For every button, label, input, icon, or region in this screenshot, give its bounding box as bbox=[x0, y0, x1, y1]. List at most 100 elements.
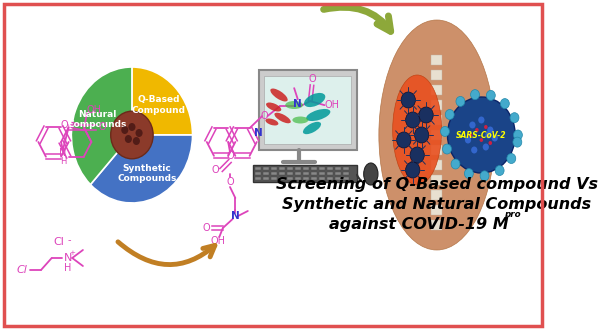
Ellipse shape bbox=[393, 75, 442, 185]
Circle shape bbox=[485, 131, 491, 139]
Bar bbox=[335, 172, 341, 175]
Bar bbox=[431, 85, 442, 95]
Circle shape bbox=[129, 123, 135, 131]
Bar bbox=[271, 167, 277, 170]
Bar bbox=[431, 160, 442, 170]
Text: Synthetic
Compounds: Synthetic Compounds bbox=[117, 164, 176, 183]
Text: OH: OH bbox=[86, 105, 102, 115]
Circle shape bbox=[410, 147, 424, 163]
Text: N: N bbox=[64, 253, 72, 263]
Ellipse shape bbox=[271, 88, 288, 102]
Bar bbox=[264, 76, 351, 144]
Circle shape bbox=[125, 135, 132, 143]
Bar bbox=[431, 100, 442, 110]
Text: O: O bbox=[226, 177, 234, 187]
Ellipse shape bbox=[304, 93, 326, 107]
Bar bbox=[431, 55, 442, 65]
Text: OH: OH bbox=[324, 100, 339, 110]
Circle shape bbox=[397, 132, 411, 148]
Ellipse shape bbox=[379, 20, 494, 250]
Circle shape bbox=[401, 92, 416, 108]
Circle shape bbox=[488, 141, 492, 145]
Ellipse shape bbox=[274, 113, 291, 123]
Bar bbox=[295, 177, 301, 180]
Bar bbox=[295, 172, 301, 175]
Ellipse shape bbox=[285, 101, 303, 109]
Circle shape bbox=[487, 126, 493, 134]
Circle shape bbox=[513, 137, 522, 147]
Circle shape bbox=[484, 125, 488, 129]
Circle shape bbox=[475, 128, 479, 132]
Circle shape bbox=[501, 99, 509, 109]
Bar bbox=[431, 175, 442, 185]
Circle shape bbox=[478, 116, 485, 123]
Circle shape bbox=[414, 127, 429, 143]
Text: Q-Based
Compound: Q-Based Compound bbox=[132, 95, 185, 115]
Circle shape bbox=[419, 107, 433, 123]
Circle shape bbox=[471, 147, 477, 153]
Text: N: N bbox=[231, 211, 240, 221]
Text: Synthetic and Natural Compounds: Synthetic and Natural Compounds bbox=[282, 197, 591, 213]
Wedge shape bbox=[132, 67, 193, 135]
Bar bbox=[287, 177, 293, 180]
Wedge shape bbox=[91, 135, 193, 203]
Circle shape bbox=[135, 129, 143, 137]
Bar bbox=[311, 172, 318, 175]
Text: pro: pro bbox=[504, 210, 520, 219]
Ellipse shape bbox=[266, 118, 278, 125]
Circle shape bbox=[480, 138, 483, 142]
Bar bbox=[271, 172, 277, 175]
Circle shape bbox=[495, 166, 504, 176]
Circle shape bbox=[480, 171, 489, 181]
Bar bbox=[431, 130, 442, 140]
Bar bbox=[431, 220, 442, 230]
Bar bbox=[343, 172, 349, 175]
Text: N: N bbox=[293, 99, 302, 109]
Circle shape bbox=[469, 133, 472, 137]
Bar bbox=[335, 167, 341, 170]
Circle shape bbox=[507, 153, 516, 164]
Text: O: O bbox=[202, 223, 210, 233]
Ellipse shape bbox=[303, 122, 321, 134]
Bar bbox=[303, 167, 309, 170]
Bar bbox=[287, 172, 293, 175]
Text: against COVID-19 M: against COVID-19 M bbox=[329, 217, 509, 233]
Ellipse shape bbox=[364, 163, 378, 185]
Circle shape bbox=[406, 162, 420, 178]
Bar bbox=[431, 190, 442, 200]
Ellipse shape bbox=[293, 116, 308, 123]
Bar bbox=[327, 167, 334, 170]
Circle shape bbox=[451, 159, 460, 169]
Bar bbox=[311, 167, 318, 170]
Circle shape bbox=[111, 111, 153, 159]
Circle shape bbox=[465, 137, 471, 144]
Text: +: + bbox=[69, 250, 75, 256]
Bar bbox=[279, 172, 285, 175]
Text: O: O bbox=[211, 165, 218, 175]
Bar bbox=[319, 172, 326, 175]
Circle shape bbox=[406, 112, 420, 128]
Circle shape bbox=[465, 169, 473, 179]
Bar bbox=[335, 177, 341, 180]
Bar bbox=[263, 177, 269, 180]
Bar bbox=[303, 177, 309, 180]
Bar bbox=[263, 172, 269, 175]
Text: O: O bbox=[226, 151, 234, 161]
Circle shape bbox=[456, 96, 465, 106]
Bar bbox=[255, 172, 261, 175]
Bar bbox=[431, 205, 442, 215]
Bar bbox=[253, 165, 357, 182]
Bar bbox=[295, 167, 301, 170]
Text: Natural
Compounds: Natural Compounds bbox=[67, 110, 127, 129]
Text: H: H bbox=[59, 156, 66, 166]
Text: Cl: Cl bbox=[16, 265, 27, 275]
Bar bbox=[287, 167, 293, 170]
Text: H: H bbox=[64, 263, 72, 273]
Ellipse shape bbox=[266, 103, 282, 112]
Bar bbox=[255, 177, 261, 180]
Circle shape bbox=[491, 135, 498, 142]
Bar bbox=[343, 177, 349, 180]
Bar bbox=[258, 70, 357, 150]
Wedge shape bbox=[72, 67, 132, 184]
Bar bbox=[327, 172, 334, 175]
